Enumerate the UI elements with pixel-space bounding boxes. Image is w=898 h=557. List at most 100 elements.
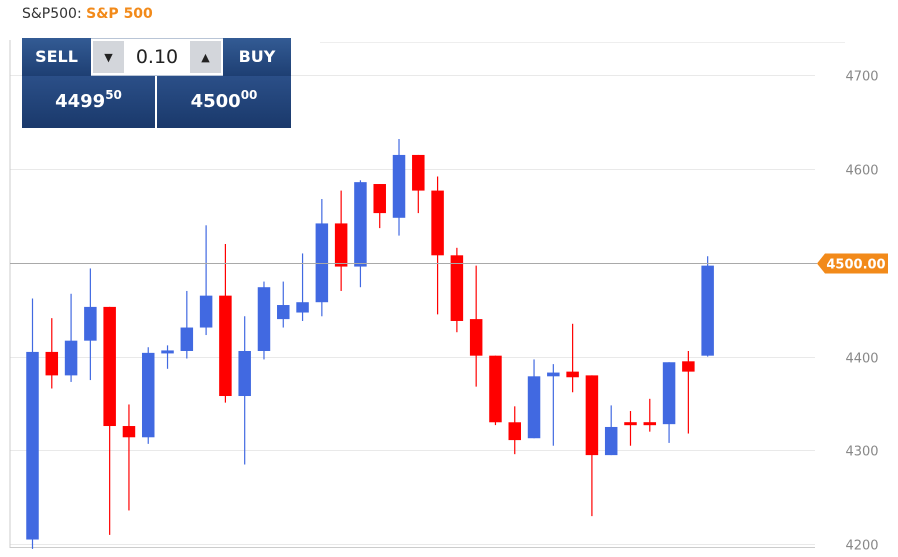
- candle: [566, 323, 579, 393]
- candle-body: [662, 362, 676, 425]
- candle: [64, 293, 78, 382]
- candle: [122, 404, 136, 511]
- candle: [334, 190, 348, 291]
- buy-price-main: 4500: [190, 91, 241, 112]
- candle: [199, 225, 213, 336]
- candle: [701, 256, 714, 357]
- candle: [103, 306, 116, 535]
- caret-down-icon: ▼: [104, 50, 113, 64]
- candle: [431, 176, 444, 315]
- candle: [527, 359, 541, 439]
- candle-body: [296, 302, 309, 313]
- candle: [373, 184, 386, 229]
- sell-button[interactable]: SELL: [22, 38, 91, 76]
- candle-body: [701, 265, 714, 356]
- current-price-marker: 4500.00: [10, 253, 888, 274]
- candle: [412, 154, 425, 214]
- candle-body: [412, 154, 425, 191]
- candle-body: [84, 306, 97, 341]
- candle-body: [354, 182, 367, 267]
- candle-body: [45, 351, 59, 376]
- candle-body: [26, 351, 39, 540]
- candle-body: [64, 340, 78, 376]
- candle: [450, 247, 464, 333]
- candle-body: [547, 372, 560, 377]
- candle-body: [585, 375, 599, 456]
- decrease-quantity-button[interactable]: ▼: [93, 41, 124, 73]
- candle-body: [450, 255, 464, 321]
- buy-price-button[interactable]: 450000: [157, 76, 291, 128]
- candle: [219, 244, 232, 403]
- candle-body: [566, 371, 579, 378]
- y-tick-label: 4300: [845, 445, 878, 460]
- candle-body: [277, 305, 290, 320]
- sell-price-main: 4499: [55, 91, 106, 112]
- y-tick-label: 4400: [845, 352, 878, 367]
- candle: [489, 355, 502, 426]
- candle: [354, 180, 367, 288]
- quantity-input[interactable]: [125, 39, 189, 75]
- buy-price-fraction: 00: [240, 88, 258, 102]
- trade-panel: SELL ▼ ▲ BUY 449950 450000: [22, 38, 291, 128]
- candle-body: [334, 223, 348, 267]
- candle: [238, 316, 251, 465]
- quantity-stepper: ▼ ▲: [91, 38, 223, 76]
- y-tick-label: 4600: [845, 164, 878, 179]
- increase-quantity-button[interactable]: ▲: [190, 41, 221, 73]
- buy-button[interactable]: BUY: [223, 38, 291, 76]
- candle-body: [604, 426, 618, 456]
- candle-body: [315, 223, 329, 303]
- candle: [585, 375, 599, 517]
- candle: [662, 362, 676, 443]
- candle: [26, 298, 39, 549]
- candle: [508, 406, 521, 455]
- current-price-tag: [817, 253, 888, 274]
- candle-body: [199, 295, 213, 328]
- candle: [682, 350, 695, 434]
- candle-body: [624, 422, 637, 426]
- candle-body: [431, 190, 444, 256]
- candle: [392, 138, 406, 236]
- sell-price-fraction: 50: [105, 88, 122, 102]
- instrument-name: S&P 500: [86, 6, 153, 22]
- candle: [161, 345, 174, 369]
- candle-body: [643, 422, 657, 426]
- candle-body: [257, 287, 271, 351]
- candle: [547, 364, 560, 446]
- candle-body: [141, 352, 155, 438]
- candle: [315, 199, 329, 317]
- current-price-label: 4500.00: [826, 258, 885, 273]
- candle: [141, 347, 155, 444]
- candle: [277, 281, 290, 328]
- candle-body: [219, 295, 232, 397]
- candle-body: [103, 306, 116, 427]
- sell-price-button[interactable]: 449950: [22, 76, 155, 128]
- candle-body: [682, 361, 695, 372]
- candle: [45, 318, 59, 389]
- candle: [469, 265, 483, 387]
- candle-body: [392, 154, 406, 218]
- candle: [643, 398, 657, 432]
- candle-body: [180, 327, 194, 351]
- candle-body: [508, 422, 521, 441]
- instrument-symbol: S&P500:: [22, 6, 82, 22]
- caret-up-icon: ▲: [201, 50, 210, 64]
- y-axis-labels: 420043004400450046004700: [845, 70, 878, 554]
- candles: [26, 138, 714, 549]
- candle-body: [373, 184, 386, 214]
- candle: [84, 268, 97, 381]
- candle: [604, 405, 618, 456]
- candle: [624, 411, 637, 446]
- candle-body: [238, 350, 251, 397]
- candle: [180, 290, 194, 359]
- candle-body: [489, 355, 502, 423]
- y-tick-label: 4700: [845, 70, 878, 85]
- candle-body: [527, 376, 541, 439]
- candle: [296, 253, 309, 321]
- candle-body: [469, 319, 483, 356]
- candle-body: [122, 426, 136, 438]
- candle-body: [161, 350, 174, 354]
- candle: [257, 281, 271, 360]
- y-tick-label: 4200: [845, 539, 878, 554]
